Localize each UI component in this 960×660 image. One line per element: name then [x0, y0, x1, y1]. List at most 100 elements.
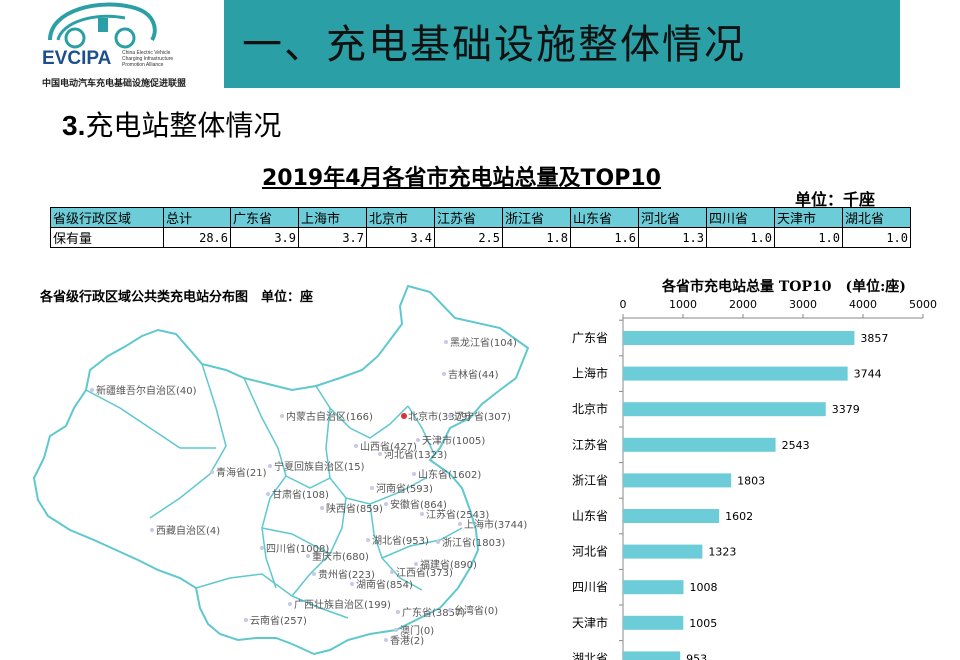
section-heading: 充电站整体情况	[85, 109, 282, 142]
map-label: 贵州省(223)	[318, 568, 375, 581]
bar	[623, 651, 681, 660]
map-marker	[420, 512, 424, 516]
map-label: 安徽省(864)	[390, 498, 447, 511]
table-cell: 3.7	[298, 227, 367, 248]
map-label: 黑龙江省(104)	[450, 336, 517, 349]
bar	[623, 580, 684, 595]
map-label: 江苏省(2543)	[426, 508, 489, 521]
data-label: 3744	[854, 368, 882, 381]
chart-title: 各省市充电站总量 TOP10 (单位:座)	[662, 279, 906, 295]
unit-label: 单位：千座	[795, 190, 876, 209]
map-marker	[394, 628, 398, 632]
data-label: 1005	[689, 617, 717, 630]
data-label: 1323	[708, 546, 736, 559]
data-label: 1008	[689, 581, 717, 594]
data-label: 953	[686, 652, 707, 660]
bar	[623, 437, 776, 452]
map-marker	[401, 413, 407, 419]
map-marker	[436, 540, 440, 544]
section-number: 3.	[62, 110, 86, 141]
bar	[623, 615, 684, 630]
y-tick-label: 广东省	[572, 331, 608, 345]
x-tick-label: 0	[620, 298, 627, 311]
data-label: 3857	[860, 332, 888, 345]
map-marker	[370, 486, 374, 490]
bar	[623, 331, 855, 345]
map-marker	[320, 506, 324, 510]
logo-english: China Electric Vehicle Charging Infrastr…	[122, 50, 174, 68]
table-cell: 2.5	[434, 227, 503, 248]
map-labels: 黑龙江省(104) 吉林省(44) 新疆维吾尔自治区(40) 内蒙古自治区(166) 北…	[90, 336, 527, 647]
table-header-cell: 省级行政区域	[50, 207, 164, 228]
table-cell: 28.6	[163, 227, 231, 248]
map-marker	[150, 528, 154, 532]
table-header-cell: 山东省	[570, 207, 639, 228]
map-marker	[280, 414, 284, 418]
table-header-cell: 湖北省	[842, 207, 911, 228]
map-marker	[350, 582, 354, 586]
y-tick-label: 天津市	[572, 615, 608, 630]
map-label: 湖北省(953)	[372, 534, 429, 547]
evcipa-logo: EVCIPA China Electric Vehicle Charging I…	[40, 0, 220, 92]
table-header-cell: 浙江省	[502, 207, 571, 228]
x-tick-label: 2000	[729, 298, 757, 311]
table-header-cell: 上海市	[298, 207, 367, 228]
map-marker	[366, 538, 370, 542]
table-header-cell: 天津市	[774, 207, 843, 228]
y-tick-label: 河北省	[572, 545, 608, 559]
china-outline	[32, 284, 530, 656]
map-label: 上海市(3744)	[464, 518, 527, 531]
table-row-label: 保有量	[50, 227, 164, 248]
map-marker	[444, 340, 448, 344]
bar	[623, 509, 720, 523]
map-label: 江西省(373)	[396, 566, 453, 579]
map-label: 新疆维吾尔自治区(40)	[96, 384, 197, 397]
table-header-cell: 四川省	[706, 207, 775, 228]
table-header-cell: 广东省	[230, 207, 299, 228]
y-tick-label: 四川省	[572, 580, 608, 594]
map-label: 西藏自治区(4)	[156, 524, 220, 537]
y-tick-label: 北京市	[572, 401, 608, 416]
map-marker	[306, 554, 310, 558]
map-label: 广西壮族自治区(199)	[294, 598, 391, 611]
y-tick-label: 上海市	[572, 366, 608, 381]
map-label: 吉林省(44)	[448, 368, 499, 381]
summary-table: 省级行政区域 总计 广东省 上海市 北京市 江苏省 浙江省 山东省 河北省 四川…	[50, 207, 911, 248]
data-label: 1803	[737, 474, 765, 487]
map-label: 内蒙古自治区(166)	[286, 410, 373, 423]
table-header-cell: 北京市	[366, 207, 435, 228]
x-tick-label: 4000	[849, 298, 877, 311]
map-marker	[384, 638, 388, 642]
map-title: 各省级行政区域公共类充电站分布图 单位：座	[40, 290, 314, 305]
logo-emblem-icon	[48, 2, 157, 49]
map-marker	[210, 470, 214, 474]
logo-chinese: 中国电动汽车充电基础设施促进联盟	[42, 79, 187, 89]
x-tick-label: 3000	[789, 298, 817, 311]
data-label: 3379	[832, 403, 860, 416]
map-label: 山西省(427)	[360, 440, 417, 453]
map-label: 四川省(1008)	[266, 542, 329, 555]
map-marker	[288, 602, 292, 606]
y-tick-label: 江苏省	[572, 438, 608, 452]
y-tick-label: 山东省	[572, 509, 608, 523]
map-marker	[396, 610, 400, 614]
map-marker	[412, 472, 416, 476]
table-cell: 1.0	[706, 227, 775, 248]
map-label: 福建省(890)	[420, 558, 477, 571]
map-label: 青海省(21)	[216, 466, 267, 479]
bar	[623, 366, 848, 381]
table-cell: 1.8	[502, 227, 571, 248]
x-tick-label: 5000	[909, 298, 937, 311]
table-header-row: 省级行政区域 总计 广东省 上海市 北京市 江苏省 浙江省 山东省 河北省 四川…	[50, 207, 911, 228]
table-cell: 1.0	[842, 227, 911, 248]
data-label: 2543	[782, 439, 810, 452]
x-tick-label: 1000	[669, 298, 697, 311]
map-marker	[266, 492, 270, 496]
table-header-cell: 河北省	[638, 207, 707, 228]
header-banner: 一、充电基础设施整体情况	[224, 0, 900, 88]
page-title: 一、充电基础设施整体情况	[242, 22, 746, 68]
map-label: 河南省(593)	[376, 482, 433, 495]
table-cell: 1.0	[774, 227, 843, 248]
table-cell: 1.6	[570, 227, 639, 248]
map-marker	[448, 414, 452, 418]
